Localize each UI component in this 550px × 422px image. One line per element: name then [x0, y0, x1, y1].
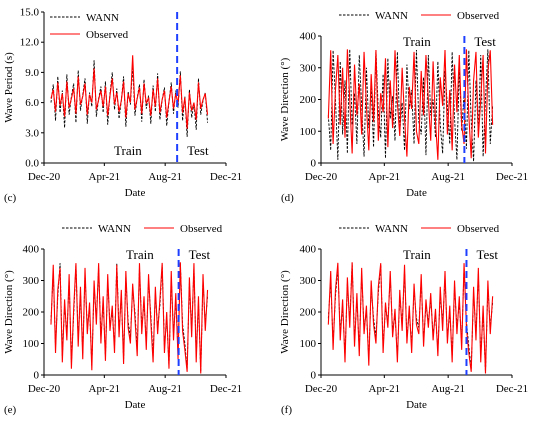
panel-label: (c)	[4, 192, 17, 204]
y-axis-label: Wave Direction (°)	[3, 270, 15, 354]
y-tick-label: 0	[34, 370, 40, 382]
panel-label: (f)	[281, 404, 292, 416]
region-label-train: Train	[126, 247, 154, 262]
x-tick-label: Apr-21	[89, 383, 121, 395]
legend: WANN Observed	[339, 10, 500, 22]
x-tick-label: Dec-20	[305, 383, 338, 395]
x-axis-label: Date	[125, 187, 146, 199]
legend-label-wann: WANN	[98, 223, 131, 235]
x-tick-label: Apr-21	[369, 383, 401, 395]
y-tick-label: 100	[23, 338, 40, 350]
series-line-wann	[50, 263, 208, 372]
x-tick-label: Dec-21	[496, 383, 528, 395]
panel-label: (e)	[4, 404, 17, 416]
y-tick-label: 12.0	[20, 37, 40, 49]
x-tick-label: Dec-20	[28, 383, 61, 395]
region-label-test: Test	[189, 247, 211, 262]
x-tick-label: Apr-21	[89, 171, 121, 183]
region-label-test: Test	[474, 34, 496, 49]
x-tick-label: Aug-21	[431, 171, 465, 183]
legend-label-observed: Observed	[86, 29, 129, 41]
x-tick-label: Apr-21	[369, 171, 401, 183]
x-tick-label: Dec-21	[496, 171, 528, 183]
y-axis-label: Wave Direction (°)	[279, 270, 291, 354]
x-axis-label: Date	[125, 399, 146, 411]
panel-0: 0.0 3.0 6.0 9.0 12.0 15.0 Dec-20 Apr-21 Aug-21 De…	[3, 7, 242, 205]
y-tick-label: 300	[23, 275, 40, 287]
panel-1: 0 100 200 300 400 Dec-20 Apr-21 Aug-21 Dec-21 Dat…	[279, 10, 528, 204]
legend-label-observed: Observed	[457, 10, 500, 22]
region-label-test: Test	[187, 143, 209, 158]
y-tick-label: 6.0	[25, 97, 39, 109]
region-label-train: Train	[403, 247, 431, 262]
series-line-observed	[50, 262, 209, 374]
legend-label-wann: WANN	[375, 223, 408, 235]
x-axis-label: Date	[406, 187, 427, 199]
panel-2: 0 100 200 300 400 Dec-20 Apr-21 Aug-21 Dec-21 Dat…	[3, 223, 242, 416]
region-label-test: Test	[476, 247, 498, 262]
y-tick-label: 9.0	[25, 67, 39, 79]
x-tick-label: Dec-20	[305, 171, 338, 183]
y-tick-label: 300	[300, 62, 317, 74]
y-tick-label: 200	[300, 307, 317, 319]
region-label-train: Train	[114, 143, 142, 158]
y-tick-label: 300	[300, 275, 317, 287]
y-tick-label: 200	[300, 94, 317, 106]
series-line-observed	[327, 262, 494, 374]
x-tick-label: Aug-21	[148, 383, 182, 395]
panel-3: 0 100 200 300 400 Dec-20 Apr-21 Aug-21 Dec-21 Dat…	[279, 223, 528, 416]
legend-label-wann: WANN	[375, 10, 408, 22]
legend-label-observed: Observed	[457, 223, 500, 235]
x-tick-label: Dec-21	[210, 171, 242, 183]
x-tick-label: Dec-20	[28, 171, 61, 183]
legend-label-wann: WANN	[86, 12, 119, 24]
y-axis-label: Wave Period (s)	[3, 52, 15, 123]
y-tick-label: 15.0	[20, 7, 40, 19]
region-label-train: Train	[403, 34, 431, 49]
x-tick-label: Dec-21	[210, 383, 242, 395]
y-tick-label: 0.0	[25, 158, 39, 170]
y-tick-label: 3.0	[25, 127, 39, 139]
y-tick-label: 100	[300, 126, 317, 138]
x-tick-label: Aug-21	[148, 171, 182, 183]
panel-label: (d)	[281, 192, 294, 204]
y-tick-label: 200	[23, 307, 40, 319]
series-line-wann	[327, 49, 494, 162]
x-axis-label: Date	[406, 399, 427, 411]
x-tick-label: Aug-21	[431, 383, 465, 395]
y-tick-label: 400	[300, 31, 317, 43]
legend-label-observed: Observed	[180, 223, 223, 235]
y-tick-label: 0	[311, 370, 317, 382]
y-tick-label: 400	[300, 244, 317, 256]
series-line-observed	[50, 55, 209, 129]
legend: WANN Observed	[50, 12, 129, 41]
y-tick-label: 400	[23, 244, 40, 256]
series-line-observed	[327, 49, 494, 160]
legend: WANN Observed	[62, 223, 223, 235]
y-tick-label: 0	[311, 158, 317, 170]
y-tick-label: 100	[300, 338, 317, 350]
y-axis-label: Wave Direction (°)	[279, 57, 291, 141]
legend: WANN Observed	[339, 223, 500, 235]
